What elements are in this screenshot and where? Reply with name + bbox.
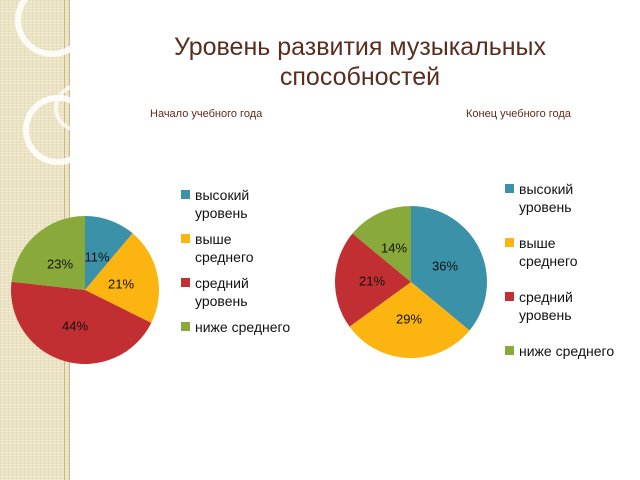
pie-slice	[349, 282, 470, 359]
legend-label: средний уровень	[519, 289, 573, 323]
legend-item: выше среднего	[505, 234, 615, 270]
data-label: 14%	[381, 240, 407, 255]
data-label: 21%	[108, 276, 134, 291]
legend-swatch	[505, 184, 514, 193]
legend-item: средний уровень	[181, 274, 291, 310]
legend-swatch	[181, 190, 190, 199]
pie-slice	[334, 233, 411, 327]
data-label: 23%	[47, 256, 73, 271]
data-label: 44%	[62, 318, 88, 333]
pie-slice	[85, 216, 133, 290]
legend-item: выше среднего	[181, 230, 291, 266]
legend-item: высокий уровень	[505, 180, 615, 216]
pie-slice	[85, 233, 159, 323]
legend-item: ниже среднего	[505, 342, 615, 360]
legend-swatch	[505, 346, 514, 355]
legend-swatch	[505, 292, 514, 301]
legend-label: высокий уровень	[195, 187, 250, 221]
pie-slice	[11, 216, 86, 290]
pie-slice	[11, 281, 152, 364]
data-label: 21%	[359, 273, 385, 288]
decorative-rings	[15, 0, 100, 165]
legend-label: ниже среднего	[195, 319, 291, 335]
data-label: 11%	[84, 249, 109, 264]
legend-label: высокий уровень	[519, 181, 574, 215]
legend-label: выше среднего	[195, 231, 254, 265]
legend-item: средний уровень	[505, 288, 615, 324]
chart-subtitle-end: Конец учебного года	[466, 108, 571, 120]
legend-swatch	[181, 322, 190, 331]
legend-label: выше среднего	[519, 235, 578, 269]
data-label: 29%	[396, 311, 422, 326]
legend-item: высокий уровень	[181, 186, 291, 222]
legend-label: ниже среднего	[519, 343, 615, 359]
chart-subtitle-start: Начало учебного года	[150, 108, 263, 120]
legend-swatch	[505, 238, 514, 247]
pie-end-of-year: 36% 29% 21% 14%	[334, 206, 487, 359]
pie-slice	[352, 206, 411, 282]
legend-start-of-year: высокий уровень выше среднего средний уров…	[181, 186, 291, 344]
pie-start-of-year: 11% 21% 44% 23%	[11, 216, 159, 364]
data-label: 36%	[432, 258, 458, 273]
legend-swatch	[181, 234, 190, 243]
pie-slice	[411, 206, 487, 331]
legend-swatch	[181, 278, 190, 287]
legend-item: ниже среднего	[181, 318, 291, 336]
legend-label: средний уровень	[195, 275, 249, 309]
chart-title: Уровень развития музыкальных способносте…	[173, 33, 547, 91]
legend-end-of-year: высокий уровень выше среднего средний уров…	[505, 180, 615, 378]
